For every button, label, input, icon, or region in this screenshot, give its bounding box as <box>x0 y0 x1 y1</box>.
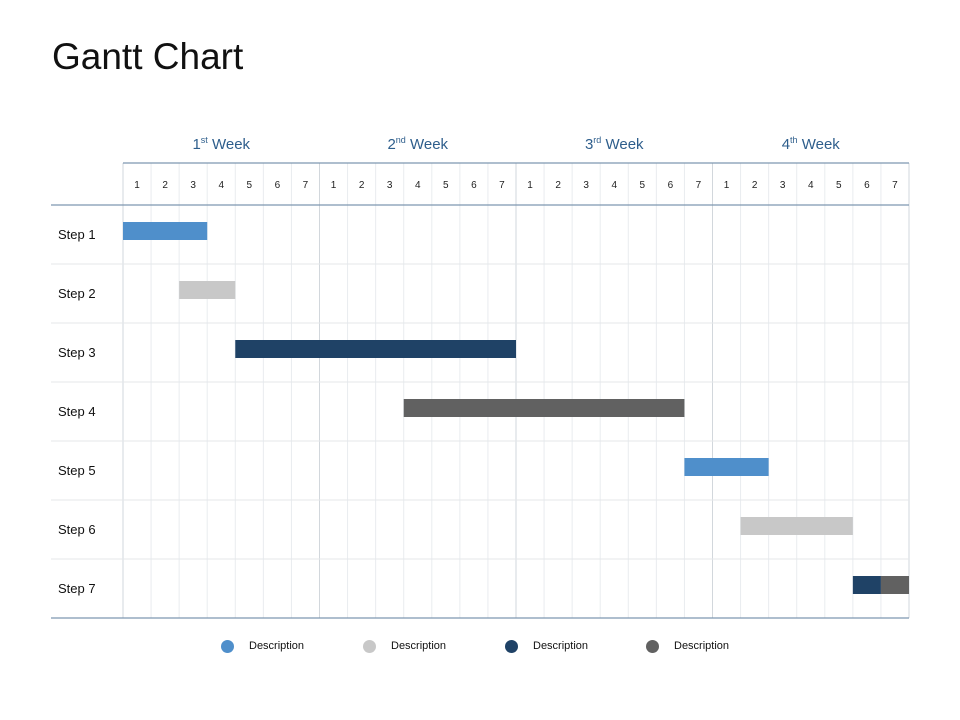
week-label: 1st Week <box>192 135 250 153</box>
day-label: 1 <box>527 180 533 191</box>
day-label: 2 <box>752 180 758 191</box>
day-label: 2 <box>555 180 561 191</box>
gantt-bar <box>880 576 909 594</box>
day-label: 6 <box>668 180 674 191</box>
legend-item: Description <box>646 636 729 656</box>
day-label: 6 <box>275 180 281 191</box>
day-label: 7 <box>303 180 309 191</box>
day-label: 4 <box>415 180 421 191</box>
chart-title: Gantt Chart <box>52 36 244 77</box>
day-label: 4 <box>808 180 814 191</box>
day-label: 7 <box>696 180 702 191</box>
gantt-chart: 1st Week 2nd Week 3rd Week 4th Week 1 2 3 4 5 6 7 1… <box>51 135 910 619</box>
day-label: 3 <box>387 180 393 191</box>
gantt-bar <box>684 458 769 476</box>
gantt-bar <box>740 517 853 535</box>
week-label: 3rd Week <box>585 135 644 153</box>
day-label: 7 <box>499 180 505 191</box>
step-label: Step 2 <box>58 286 96 301</box>
step-label: Step 3 <box>58 345 96 360</box>
day-label: 6 <box>864 180 870 191</box>
week-label: 2nd Week <box>387 135 448 153</box>
legend-item: Description <box>363 636 446 656</box>
legend-swatch <box>646 639 659 653</box>
step-label: Step 7 <box>58 581 96 596</box>
legend-swatch <box>363 639 376 653</box>
day-label: 6 <box>471 180 477 191</box>
legend-swatch <box>221 639 234 653</box>
day-label: 2 <box>162 180 168 191</box>
day-label: 3 <box>190 180 196 191</box>
legend-label: Description <box>391 640 447 652</box>
legend-swatch <box>505 639 518 653</box>
day-label: 3 <box>780 180 786 191</box>
legend-label: Description <box>249 640 305 652</box>
day-label: 5 <box>836 180 842 191</box>
day-label: 2 <box>359 180 365 191</box>
legend-item: Description <box>221 636 304 656</box>
week-label: 4th Week <box>782 135 841 153</box>
day-label: 5 <box>640 180 646 191</box>
legend: Description Description Description Descrip… <box>0 636 960 656</box>
day-label: 4 <box>218 180 224 191</box>
step-label: Step 4 <box>58 404 96 419</box>
day-label: 1 <box>331 180 337 191</box>
legend-label: Description <box>674 640 730 652</box>
step-label: Step 6 <box>58 522 96 537</box>
gantt-bar <box>235 340 517 358</box>
day-label: 1 <box>724 180 730 191</box>
step-label: Step 5 <box>58 463 96 478</box>
legend-label: Description <box>533 640 589 652</box>
day-label: 5 <box>247 180 253 191</box>
gantt-bar <box>852 576 881 594</box>
day-label: 7 <box>892 180 898 191</box>
gantt-bar <box>123 222 208 240</box>
step-label: Step 1 <box>58 227 96 242</box>
day-label: 4 <box>611 180 617 191</box>
day-label: 5 <box>443 180 449 191</box>
gantt-bar <box>403 399 685 417</box>
day-label: 3 <box>583 180 589 191</box>
day-label: 1 <box>134 180 140 191</box>
legend-item: Description <box>505 636 588 656</box>
gantt-bar <box>179 281 236 299</box>
